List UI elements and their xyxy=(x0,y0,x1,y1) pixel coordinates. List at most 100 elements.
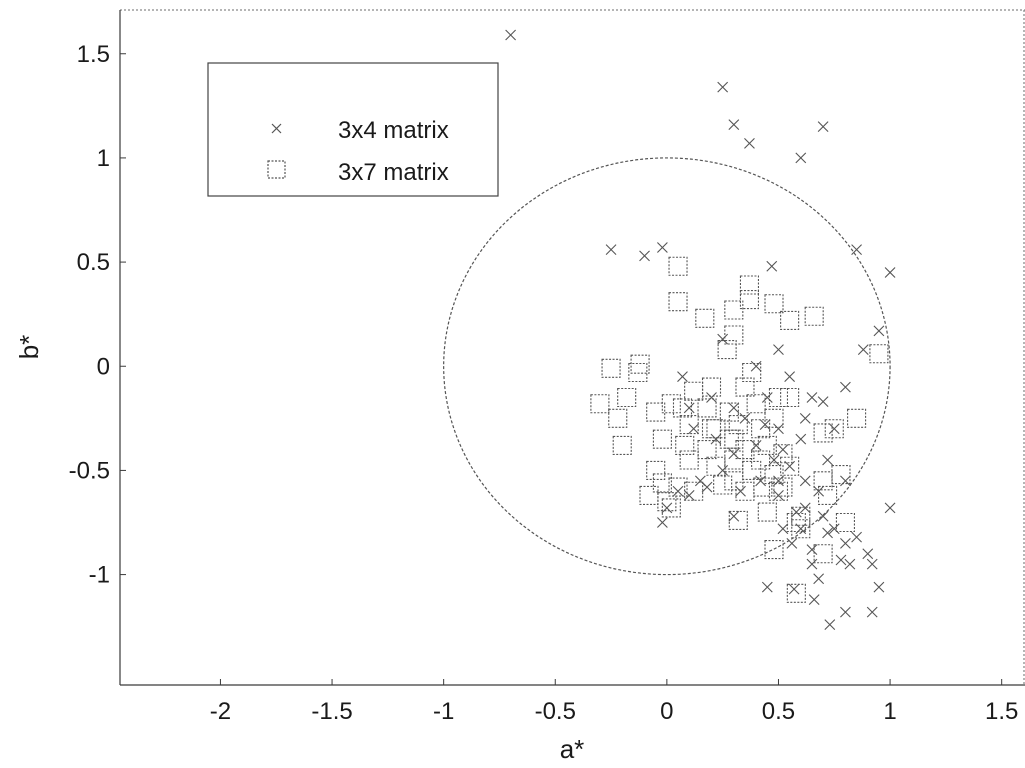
data-point-x xyxy=(799,412,811,424)
data-point-square xyxy=(717,340,737,360)
data-point-square xyxy=(630,354,650,374)
data-point-x xyxy=(657,517,668,528)
y-tick-label: 0 xyxy=(97,353,110,380)
data-point-square xyxy=(668,256,688,276)
legend-label-3x7: 3x7 matrix xyxy=(338,159,449,186)
data-point-x xyxy=(672,485,684,497)
data-point-x xyxy=(840,475,851,487)
data-point-x xyxy=(755,475,767,487)
data-point-square xyxy=(742,362,762,383)
data-point-square xyxy=(780,310,800,330)
data-point-x xyxy=(790,506,802,518)
data-point-square xyxy=(697,440,717,460)
data-point-square xyxy=(668,292,688,312)
data-point-x xyxy=(857,344,869,355)
data-point-square xyxy=(773,444,793,464)
data-point-x xyxy=(822,527,833,539)
legend-marker-square xyxy=(267,160,286,179)
data-point-square xyxy=(786,583,806,603)
data-point-x xyxy=(710,433,722,445)
data-point-square xyxy=(601,358,621,378)
x-tick-label: 1 xyxy=(883,698,896,725)
data-point-square xyxy=(847,408,867,428)
data-point-square xyxy=(780,387,800,408)
data-point-x xyxy=(817,510,829,522)
data-point-x xyxy=(799,475,811,487)
data-point-x xyxy=(795,152,807,164)
data-point-x xyxy=(677,371,688,383)
data-point-square xyxy=(679,415,699,435)
data-point-x xyxy=(806,544,818,555)
data-point-x xyxy=(761,581,773,593)
x-tick-label: 1.5 xyxy=(985,698,1018,725)
data-point-square xyxy=(675,435,695,455)
data-point-x xyxy=(639,250,650,262)
data-point-x xyxy=(688,423,700,435)
data-point-square xyxy=(824,419,844,439)
data-point-x xyxy=(828,423,840,435)
data-point-square xyxy=(652,429,672,449)
data-point-square xyxy=(652,473,672,493)
data-point-x xyxy=(884,502,896,514)
y-axis-label: b* xyxy=(14,335,44,360)
data-point-square xyxy=(706,419,726,439)
data-point-square xyxy=(695,308,715,328)
data-point-x xyxy=(884,267,896,278)
data-point-square xyxy=(751,450,771,470)
reference-circle xyxy=(443,157,891,576)
data-point-x xyxy=(773,475,784,487)
data-point-x xyxy=(851,531,862,543)
data-point-square xyxy=(639,485,659,505)
data-point-x xyxy=(773,490,784,501)
data-point-square xyxy=(706,456,726,476)
data-point-x xyxy=(835,554,847,566)
y-axis-ticks: 1.5 1 0.5 0 -0.5 -1 xyxy=(69,41,126,589)
data-point-square xyxy=(751,419,771,439)
data-point-x xyxy=(824,619,836,630)
x-tick-label: -2 xyxy=(210,698,231,725)
data-point-x xyxy=(777,444,789,455)
data-point-x xyxy=(786,537,798,549)
data-point-x xyxy=(844,558,856,570)
data-point-x xyxy=(735,485,746,497)
data-point-x xyxy=(808,594,820,605)
data-point-square xyxy=(608,408,628,428)
data-point-square xyxy=(742,460,762,480)
data-point-x xyxy=(739,412,751,424)
data-point-x xyxy=(750,440,762,451)
data-point-square xyxy=(869,344,889,364)
data-point-square xyxy=(657,492,677,512)
data-point-x xyxy=(777,523,789,535)
data-point-x xyxy=(717,333,729,345)
data-point-square xyxy=(701,419,722,439)
data-point-x xyxy=(799,502,811,514)
data-point-x xyxy=(840,381,851,393)
data-point-x xyxy=(728,119,740,130)
y-tick-label: -0.5 xyxy=(69,457,110,484)
data-point-square xyxy=(813,423,833,443)
y-tick-label: 1 xyxy=(97,145,110,172)
data-point-square xyxy=(701,377,722,397)
data-point-square xyxy=(764,294,784,314)
data-point-x xyxy=(840,606,851,618)
x-tick-label: 0 xyxy=(660,698,673,725)
data-point-x xyxy=(862,548,874,560)
data-point-x xyxy=(505,29,517,41)
data-point-x xyxy=(661,502,673,514)
data-point-square xyxy=(684,381,704,401)
data-point-square xyxy=(646,402,666,422)
data-point-square xyxy=(764,465,784,485)
data-point-square xyxy=(813,544,833,564)
data-point-square xyxy=(646,460,666,480)
data-point-square xyxy=(764,540,784,560)
data-point-x xyxy=(784,460,796,472)
x-tick-label: -0.5 xyxy=(535,698,576,725)
data-point-x xyxy=(717,81,729,93)
data-point-x xyxy=(773,344,784,355)
data-point-x xyxy=(851,244,862,255)
data-point-x xyxy=(822,454,833,466)
data-point-square xyxy=(672,398,693,418)
data-point-square xyxy=(719,402,739,422)
data-point-square xyxy=(724,300,744,320)
data-point-x xyxy=(788,583,800,595)
